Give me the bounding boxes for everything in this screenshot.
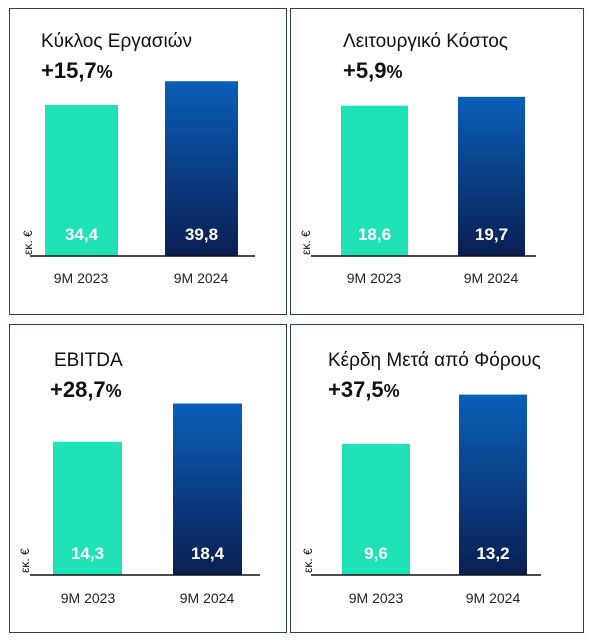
x-tick-label: 9M 2023 <box>60 590 116 606</box>
chart-title: EBITDA <box>54 350 123 371</box>
bar-9m-2023 <box>341 105 408 256</box>
chart-panel-revenue: 34,4 39,8 Κύκλος Εργασιών +15,7% εκ. € 9M… <box>9 8 287 315</box>
x-tick-label: 9M 2023 <box>348 590 404 606</box>
change-unit: % <box>383 381 400 401</box>
bar-9m-2024 <box>165 81 238 256</box>
bar-value-label: 18,4 <box>191 544 225 563</box>
change-percentage: +15,7% <box>41 58 113 84</box>
change-unit: % <box>386 62 403 82</box>
bar-9m-2023 <box>45 104 118 256</box>
bar-9m-2024 <box>459 394 527 575</box>
y-axis-unit: εκ. € <box>21 230 35 255</box>
bar-9m-2023 <box>342 443 410 575</box>
chart-svg: 9,6 13,2 <box>311 394 541 576</box>
bar-9m-2023 <box>53 441 122 575</box>
chart-title: Κέρδη Μετά από Φόρους <box>328 350 541 371</box>
bar-value-label: 9,6 <box>364 544 388 563</box>
x-tick-label: 9M 2024 <box>179 590 235 606</box>
bar-value-label: 13,2 <box>476 544 509 563</box>
change-value: +15,7 <box>41 58 97 83</box>
change-value: +28,7 <box>50 377 106 402</box>
bar-value-label: 18,6 <box>358 225 391 244</box>
x-tick-label: 9M 2024 <box>173 270 229 286</box>
y-axis-unit: εκ. € <box>299 230 313 255</box>
change-value: +5,9 <box>343 58 387 83</box>
change-unit: % <box>105 381 122 401</box>
bar-value-label: 14,3 <box>71 544 104 563</box>
chart-svg: 34,4 39,8 <box>30 81 255 257</box>
change-percentage: +37,5% <box>328 377 400 403</box>
y-axis-unit: εκ. € <box>301 548 315 573</box>
chart-panel-net-profit: 9,6 13,2 Κέρδη Μετά από Φόρους +37,5% εκ.… <box>290 324 584 633</box>
x-tick-label: 9M 2024 <box>463 270 519 286</box>
x-tick-label: 9M 2023 <box>53 270 109 286</box>
x-tick-label: 9M 2024 <box>465 590 521 606</box>
change-value: +37,5 <box>328 377 384 402</box>
chart-panel-ebitda: 14,3 18,4 EBITDA +28,7% εκ. € 9M 2023 9M … <box>9 324 287 633</box>
chart-title: Κύκλος Εργασιών <box>41 31 193 52</box>
x-tick-label: 9M 2023 <box>346 270 402 286</box>
chart-svg: 18,6 19,7 <box>311 96 536 257</box>
chart-svg: 14,3 18,4 <box>30 403 260 576</box>
y-axis-unit: εκ. € <box>18 548 32 573</box>
change-unit: % <box>96 62 113 82</box>
change-percentage: +5,9% <box>343 58 402 84</box>
chart-title: Λειτουργικό Κόστος <box>343 31 508 52</box>
bar-value-label: 19,7 <box>475 225 508 244</box>
change-percentage: +28,7% <box>50 377 122 403</box>
bar-value-label: 34,4 <box>65 225 99 244</box>
bar-value-label: 39,8 <box>185 225 218 244</box>
bar-9m-2024 <box>173 403 242 575</box>
chart-panel-operating-cost: 18,6 19,7 Λειτουργικό Κόστος +5,9% εκ. € … <box>290 8 584 315</box>
bar-9m-2024 <box>458 96 525 256</box>
